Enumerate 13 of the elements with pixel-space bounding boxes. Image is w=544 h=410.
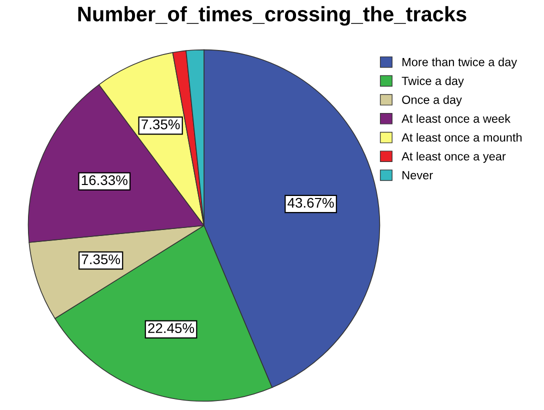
data-label: 16.33% (82, 175, 128, 186)
legend-label: At least once a week (402, 114, 511, 123)
data-label: 7.35% (142, 119, 180, 130)
legend-label: Once a day (402, 95, 462, 106)
legend-label: Never (402, 171, 433, 180)
chart-title: Number_of_times_crossing_the_tracks (78, 6, 466, 26)
legend-label: More than twice a day (402, 58, 518, 69)
legend-label: At least once a year (402, 152, 506, 163)
legend-label: At least once a mounth (402, 133, 522, 142)
data-label: 22.45% (148, 323, 194, 334)
data-label: 43.67% (288, 198, 334, 208)
data-label: 7.35% (82, 254, 120, 264)
legend-label: Twice a day (402, 76, 464, 88)
